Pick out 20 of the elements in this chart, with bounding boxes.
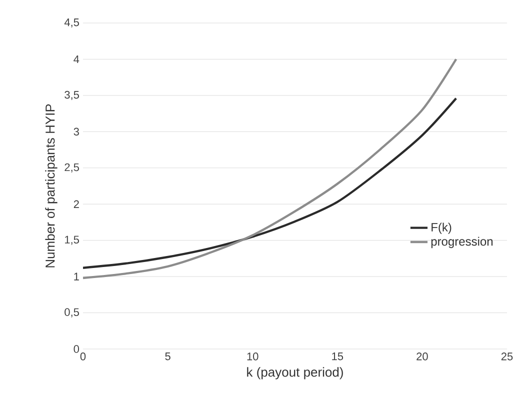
- x-tick-label: 20: [416, 352, 428, 360]
- y-tick-label: 0,5: [64, 308, 79, 318]
- x-tick-label: 10: [247, 352, 258, 360]
- y-tick-label: 3,5: [64, 90, 79, 100]
- y-tick-label: 2: [74, 200, 79, 208]
- y-tick-label: 4: [74, 55, 80, 64]
- x-tick-label: 25: [501, 352, 513, 360]
- y-tick-label: 2,5: [64, 163, 79, 172]
- y-axis-title: Number of participants HYIP: [45, 104, 58, 268]
- legend-label: progression: [431, 236, 493, 248]
- x-tick-label: 0: [80, 352, 86, 360]
- y-tick-label: 3: [74, 128, 79, 136]
- y-tick-label: 1: [74, 272, 79, 280]
- x-axis-title: k (payout period): [247, 367, 343, 380]
- y-tick-label: 0: [74, 345, 80, 353]
- x-tick-label: 5: [165, 352, 170, 360]
- legend-label: F(k): [432, 222, 452, 234]
- y-tick-label: 1,5: [65, 236, 79, 245]
- x-tick-label: 15: [332, 352, 344, 360]
- y-tick-label: 4,5: [64, 18, 79, 28]
